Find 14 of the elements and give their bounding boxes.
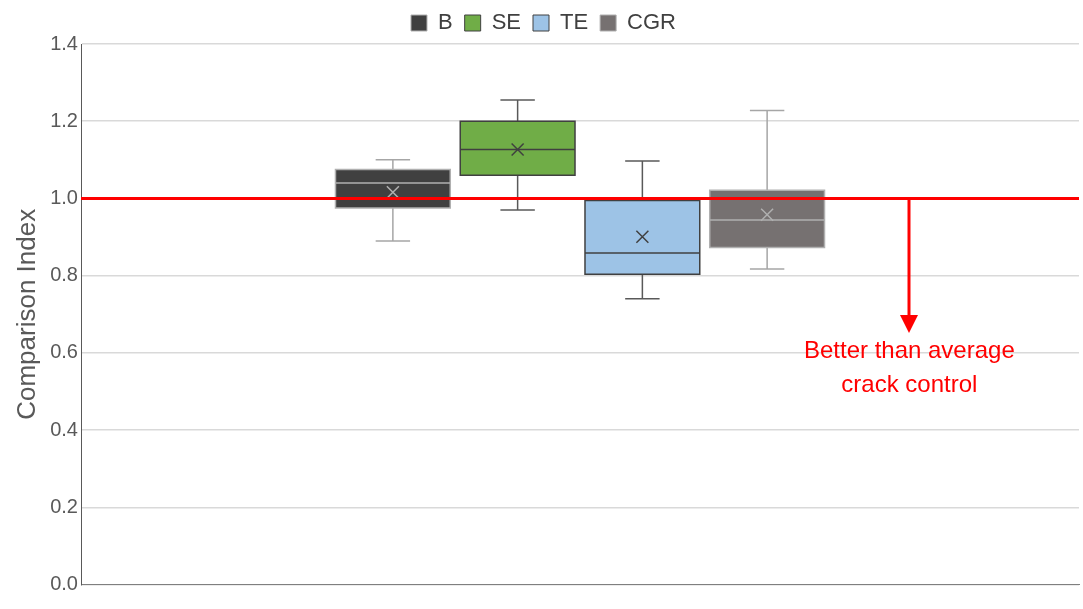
y-tick-label: 1.2 — [50, 108, 78, 131]
y-tick-label: 0.4 — [50, 417, 78, 440]
y-tick-label: 0.2 — [50, 494, 78, 517]
legend-label: TE — [560, 9, 589, 35]
y-tick-label: 1.0 — [50, 185, 78, 208]
y-tick-label: 1.4 — [50, 31, 78, 54]
legend-label: B — [437, 9, 453, 35]
annotation: Better than average crack control — [803, 336, 1015, 398]
y-tick-label: 0.8 — [50, 263, 78, 286]
y-tick-label: 0.6 — [50, 340, 78, 363]
legend-label: CGR — [627, 9, 677, 35]
y-axis-title: Comparison Index — [10, 208, 41, 420]
legend-label: SE — [491, 9, 522, 35]
y-tick-label: 0.0 — [50, 572, 78, 595]
